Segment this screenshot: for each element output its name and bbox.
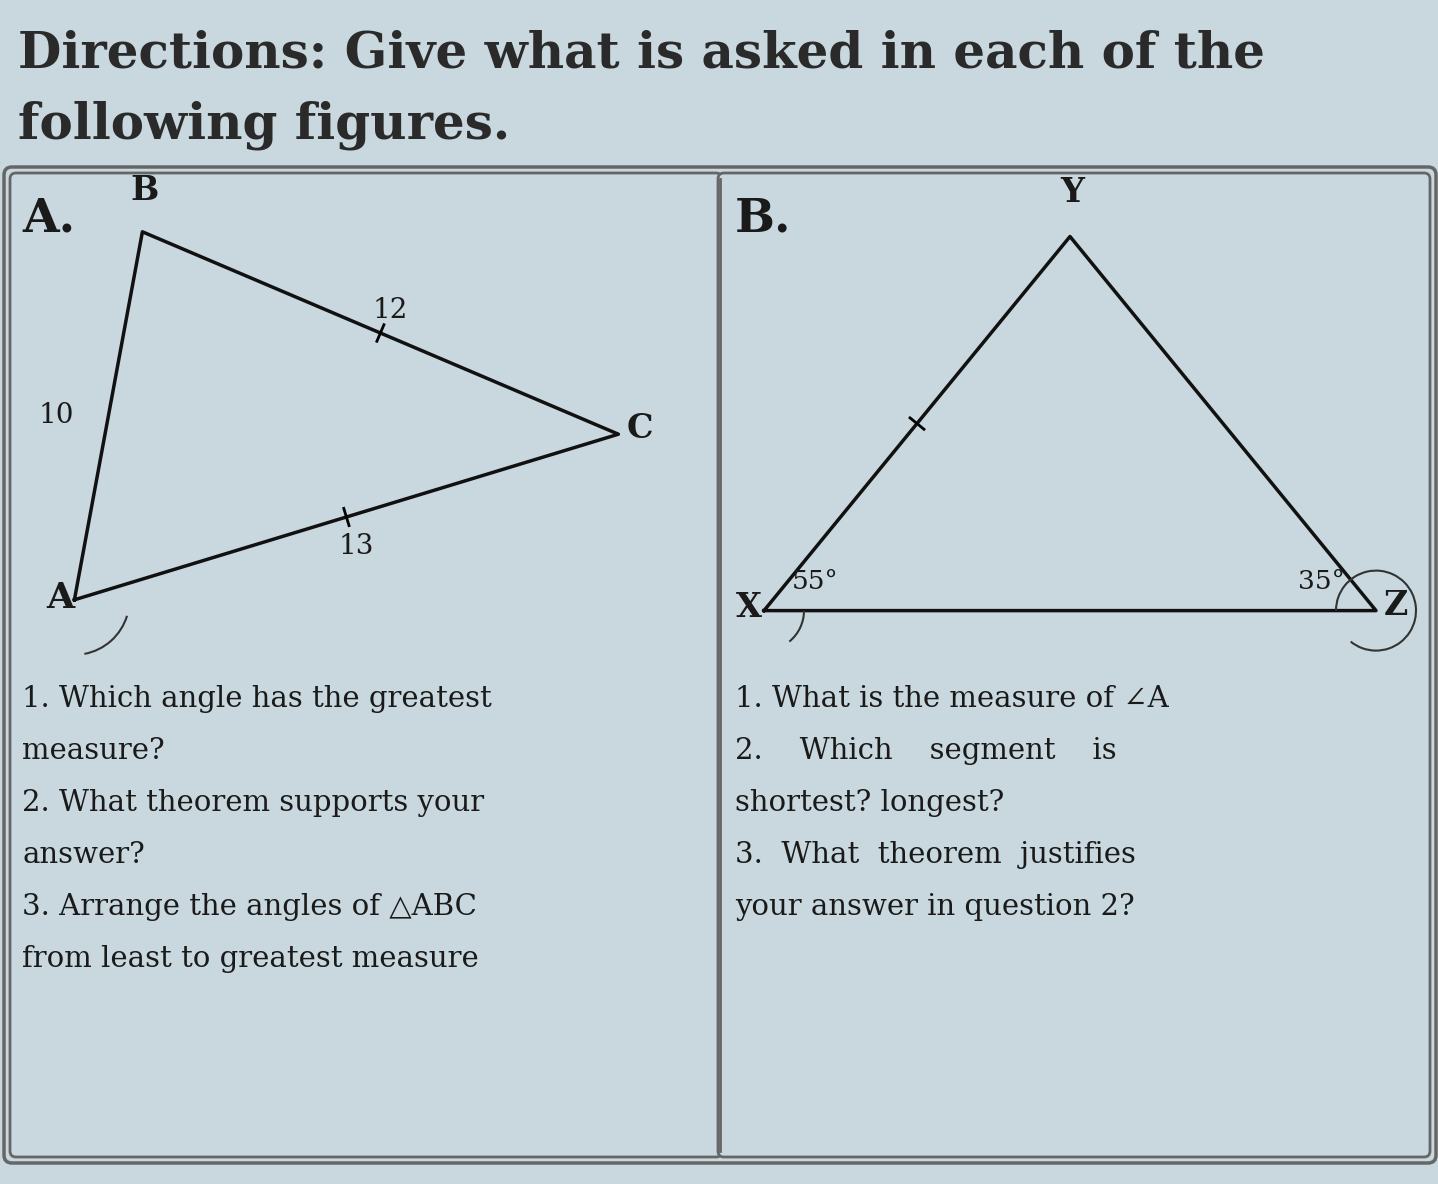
Text: from least to greatest measure: from least to greatest measure [22,945,479,973]
Text: shortest? longest?: shortest? longest? [735,789,1004,817]
Text: 1. Which angle has the greatest: 1. Which angle has the greatest [22,686,492,713]
Text: 35°: 35° [1299,568,1345,593]
Text: following figures.: following figures. [19,99,510,149]
Text: 13: 13 [339,534,374,560]
Text: 2. What theorem supports your: 2. What theorem supports your [22,789,485,817]
Text: 12: 12 [372,297,408,324]
Text: 10: 10 [39,403,75,430]
FancyBboxPatch shape [4,167,1437,1163]
Text: 1. What is the measure of ∠A: 1. What is the measure of ∠A [735,686,1169,713]
Text: A: A [46,581,75,614]
Text: C: C [627,412,653,445]
FancyBboxPatch shape [718,173,1429,1157]
FancyBboxPatch shape [10,173,722,1157]
Text: Z: Z [1383,588,1408,622]
Text: 2.    Which    segment    is: 2. Which segment is [735,736,1117,765]
Text: X: X [736,591,762,624]
Text: 55°: 55° [792,568,838,593]
Text: measure?: measure? [22,736,164,765]
Text: B.: B. [735,195,791,242]
Text: 3. Arrange the angles of △ABC: 3. Arrange the angles of △ABC [22,893,477,921]
Text: answer?: answer? [22,841,145,869]
Text: Directions: Give what is asked in each of the: Directions: Give what is asked in each o… [19,30,1265,79]
Text: Y: Y [1060,176,1084,210]
Text: 3.  What  theorem  justifies: 3. What theorem justifies [735,841,1136,869]
Text: B: B [131,174,158,207]
Text: your answer in question 2?: your answer in question 2? [735,893,1135,921]
Text: A.: A. [22,195,75,242]
